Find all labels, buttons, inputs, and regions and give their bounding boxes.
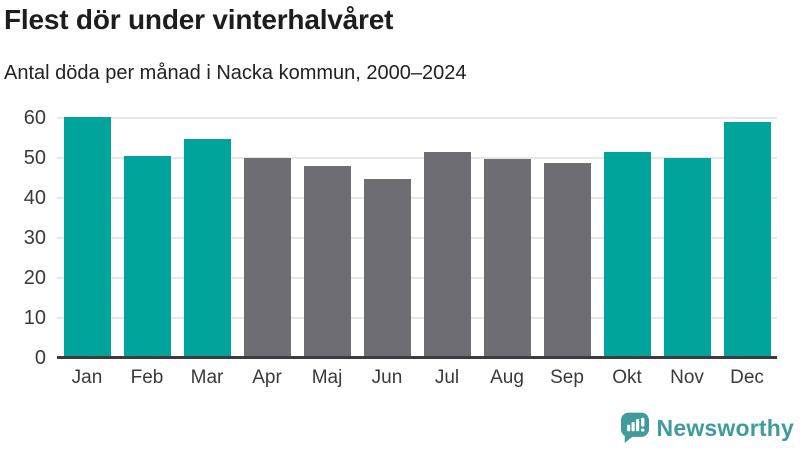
bar-mar <box>183 138 231 358</box>
y-tick-label: 50 <box>23 147 46 169</box>
x-tick-label: Okt <box>612 367 642 388</box>
y-tick-label: 40 <box>23 187 46 209</box>
bar-jun <box>363 178 411 358</box>
bar-nov <box>663 157 711 358</box>
bar-feb <box>123 155 171 358</box>
y-tick-label: 20 <box>23 267 46 289</box>
bar-apr <box>243 158 291 358</box>
chart-subtitle: Antal döda per månad i Nacka kommun, 200… <box>4 62 467 84</box>
x-tick-label: Jan <box>71 367 103 388</box>
bar-dec <box>723 121 771 358</box>
bar-maj <box>303 165 351 358</box>
x-tick-label: Mar <box>190 367 224 388</box>
x-tick-label: Jun <box>371 367 403 388</box>
gridline <box>57 157 777 159</box>
bar-sep <box>543 162 591 358</box>
plot-area <box>57 110 777 359</box>
x-tick-label: Feb <box>130 367 164 388</box>
gridline <box>57 197 777 199</box>
newsworthy-logo-text: Newsworthy <box>656 415 794 441</box>
gridline <box>57 317 777 319</box>
bar-jan <box>63 117 111 358</box>
y-tick-label: 0 <box>34 347 46 369</box>
gridline <box>57 277 777 279</box>
bar-aug <box>483 158 531 358</box>
x-tick-label: Jul <box>434 367 460 388</box>
x-tick-label: Sep <box>550 367 584 388</box>
chart-title: Flest dör under vinterhalvåret <box>4 4 394 35</box>
x-tick-label: Dec <box>730 367 764 388</box>
gridline <box>57 117 777 119</box>
newsworthy-logo: Newsworthy <box>620 412 794 445</box>
x-tick-label: Apr <box>252 367 282 388</box>
y-tick-label: 60 <box>23 107 46 129</box>
bar-jul <box>423 151 471 358</box>
y-tick-label: 30 <box>23 227 46 249</box>
bar-okt <box>603 151 651 358</box>
x-tick-label: Aug <box>490 367 524 388</box>
x-tick-label: Nov <box>670 367 704 388</box>
gridline <box>57 237 777 239</box>
x-axis-line <box>57 356 777 359</box>
bar-chart-speech-bubble-icon <box>620 412 649 443</box>
x-tick-label: Maj <box>311 367 343 388</box>
y-tick-label: 10 <box>23 307 46 329</box>
